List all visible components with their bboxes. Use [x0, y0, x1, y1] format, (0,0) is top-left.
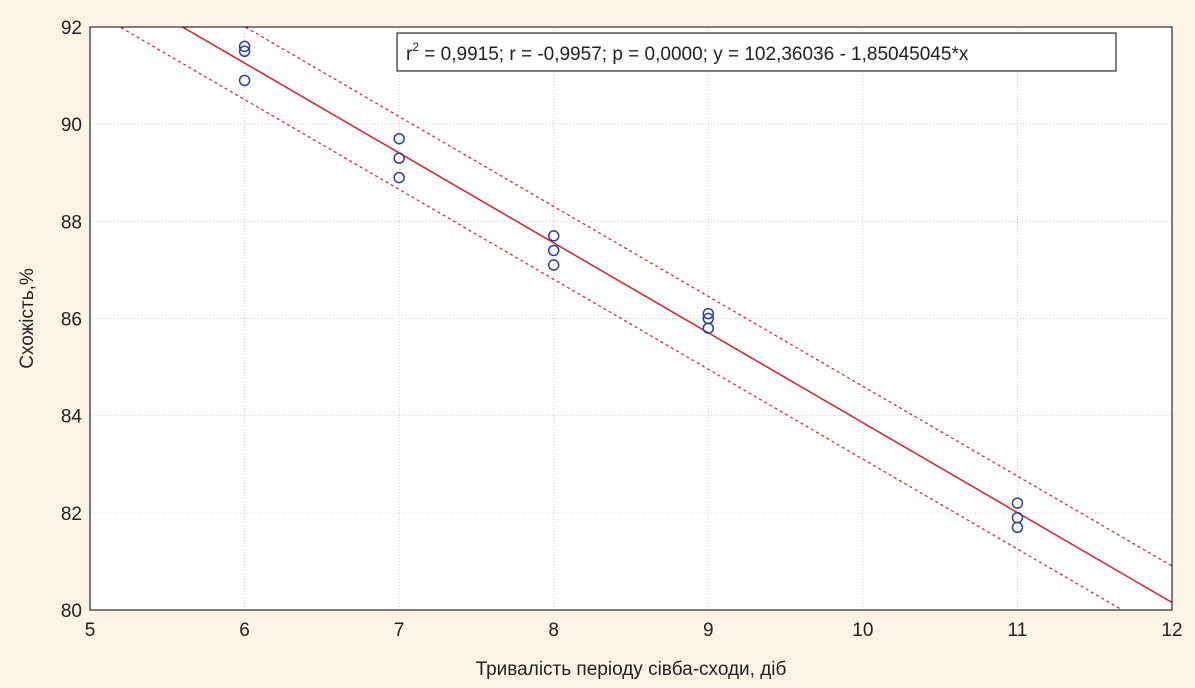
x-axis-label: Тривалість періоду сівба-сходи, діб [476, 659, 787, 680]
y-tick-label: 82 [61, 504, 82, 525]
y-tick-label: 80 [61, 601, 82, 622]
data-point [393, 132, 405, 145]
data-point [547, 259, 560, 271]
x-tick-label: 7 [394, 620, 405, 641]
x-tick-label: 11 [1008, 620, 1028, 641]
x-tick-label: 8 [548, 620, 559, 641]
data-point [1011, 497, 1024, 509]
y-tick-label: 92 [61, 18, 82, 39]
data-point [393, 152, 405, 164]
y-axis-label: Схожість,% [17, 268, 38, 369]
data-point [238, 74, 251, 87]
data-point [238, 45, 251, 58]
r2-prefix: r [406, 44, 413, 65]
annotation-text: = 0,9915; r = -0,9957; p = 0,0000; y = 1… [419, 44, 969, 65]
r2-superscript: 2 [412, 40, 419, 54]
legend: r2 = 0,9915; r = -0,9957; p = 0,0000; y … [396, 32, 1117, 72]
x-tick-label: 12 [1161, 620, 1182, 641]
x-tick-label: 10 [852, 620, 873, 641]
confidence-band [118, 27, 1172, 610]
confidence-band-lower [118, 27, 1124, 610]
data-point [547, 230, 560, 242]
y-tick-label: 86 [61, 310, 82, 331]
regression-line [181, 27, 1172, 604]
data-point [547, 244, 560, 257]
y-tick-label: 84 [61, 407, 83, 428]
regression-annotation: r2 = 0,9915; r = -0,9957; p = 0,0000; y … [406, 40, 969, 65]
y-tick-labels: 80 82 84 86 88 90 92 [61, 18, 83, 622]
plot-frame [89, 26, 1173, 611]
data-point [702, 307, 715, 320]
data-point [702, 322, 715, 334]
x-tick-label: 5 [85, 620, 96, 641]
y-tick-label: 88 [61, 212, 82, 233]
legend-box [396, 32, 1117, 72]
data-point [393, 171, 405, 184]
y-tick-label: 90 [61, 115, 82, 136]
x-tick-label: 6 [239, 620, 250, 641]
data-point [1011, 521, 1024, 534]
confidence-band-upper [244, 27, 1172, 567]
data-point [238, 40, 251, 53]
x-tick-label: 9 [703, 620, 714, 641]
data-points [238, 40, 1024, 534]
x-tick-labels: 5 6 7 8 9 10 11 12 [85, 620, 1183, 641]
